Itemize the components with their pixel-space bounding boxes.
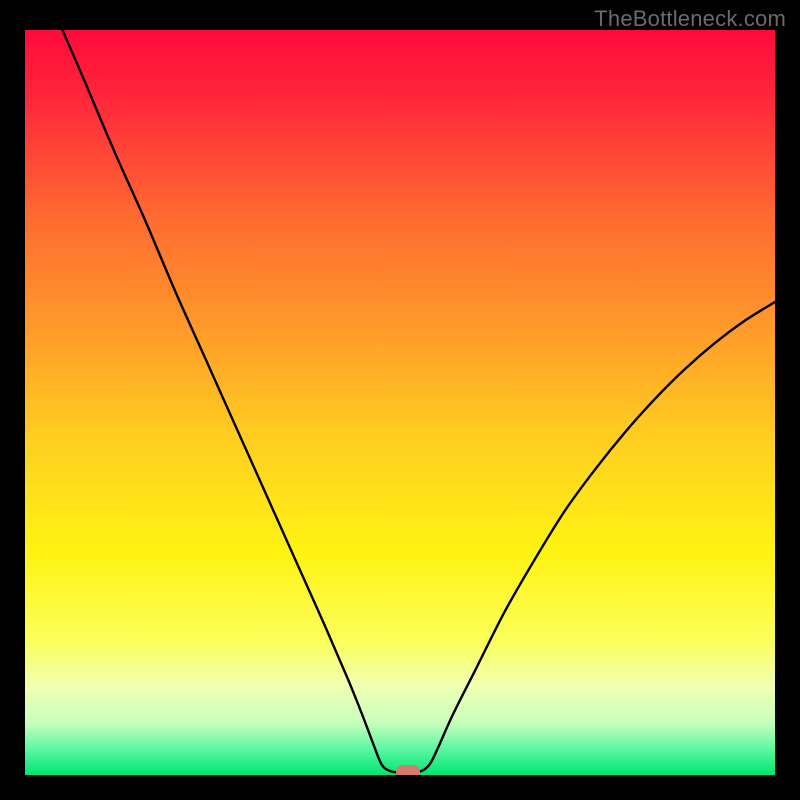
bottleneck-curve (25, 30, 775, 775)
chart-frame: TheBottleneck.com (0, 0, 800, 800)
plot-area (25, 30, 775, 775)
watermark-label: TheBottleneck.com (594, 6, 786, 32)
optimal-marker (396, 765, 420, 775)
